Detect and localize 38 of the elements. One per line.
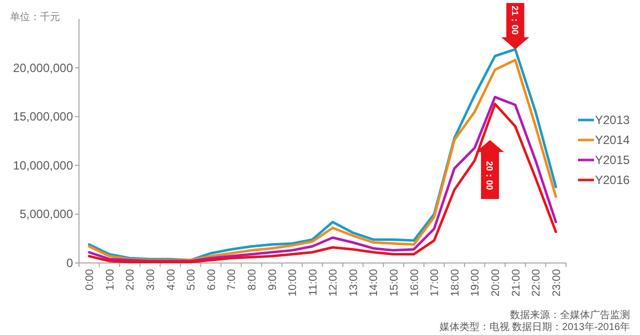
x-tick-label: 16:00: [408, 269, 421, 297]
x-tick-label: 22:00: [530, 269, 543, 297]
x-tick-label: 6:00: [206, 269, 218, 290]
x-tick-label: 9:00: [266, 269, 279, 290]
x-tick-label: 15:00: [388, 269, 401, 297]
x-tick-label: 20:00: [490, 269, 502, 297]
x-tick-label: 3:00: [145, 269, 158, 290]
y-tick-label: 15,000,000: [12, 110, 74, 124]
x-tick-label: 10:00: [287, 269, 300, 297]
y-tick-label: 0: [66, 256, 74, 270]
y-tick-label: 20,000,000: [12, 60, 74, 75]
x-tick-label: 14:00: [368, 269, 380, 297]
legend-label: Y2016: [595, 173, 630, 187]
annotation: 21：00: [510, 6, 520, 35]
x-tick-label: 21:00: [510, 269, 522, 297]
legend-label: Y2014: [595, 133, 630, 147]
x-tick-label: 4:00: [165, 269, 178, 290]
source-note: 数据来源：全媒体广告监测: [510, 309, 630, 321]
annotation: 20：00: [484, 160, 494, 190]
text: 单位：千元: [10, 11, 60, 23]
x-tick-label: 8:00: [246, 269, 258, 290]
y-tick-label: 5,000,000: [20, 207, 74, 222]
text: 媒体类型：电视 数据日期：2013年-2016年: [439, 321, 630, 333]
x-tick-label: 12:00: [328, 269, 340, 297]
x-tick-label: 5:00: [186, 269, 198, 290]
x-tick-label: 19:00: [470, 269, 482, 297]
x-tick-label: 23:00: [550, 269, 563, 297]
x-tick-label: 1:00: [104, 269, 116, 290]
x-tick-label: 18:00: [449, 269, 462, 297]
x-tick-label: 17:00: [429, 269, 442, 297]
y-tick-label: 10,000,000: [12, 158, 74, 172]
x-tick-label: 11:00: [307, 269, 320, 296]
legend-label: Y2013: [595, 113, 630, 127]
x-tick-label: 2:00: [124, 269, 137, 290]
x-tick-label: 13:00: [348, 269, 360, 297]
x-tick-label: 7:00: [226, 269, 238, 290]
x-tick-label: 0:00: [84, 269, 96, 290]
legend-label: Y2015: [595, 153, 630, 167]
